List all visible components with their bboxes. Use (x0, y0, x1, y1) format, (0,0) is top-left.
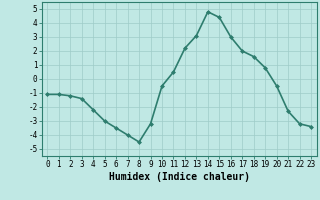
X-axis label: Humidex (Indice chaleur): Humidex (Indice chaleur) (109, 172, 250, 182)
